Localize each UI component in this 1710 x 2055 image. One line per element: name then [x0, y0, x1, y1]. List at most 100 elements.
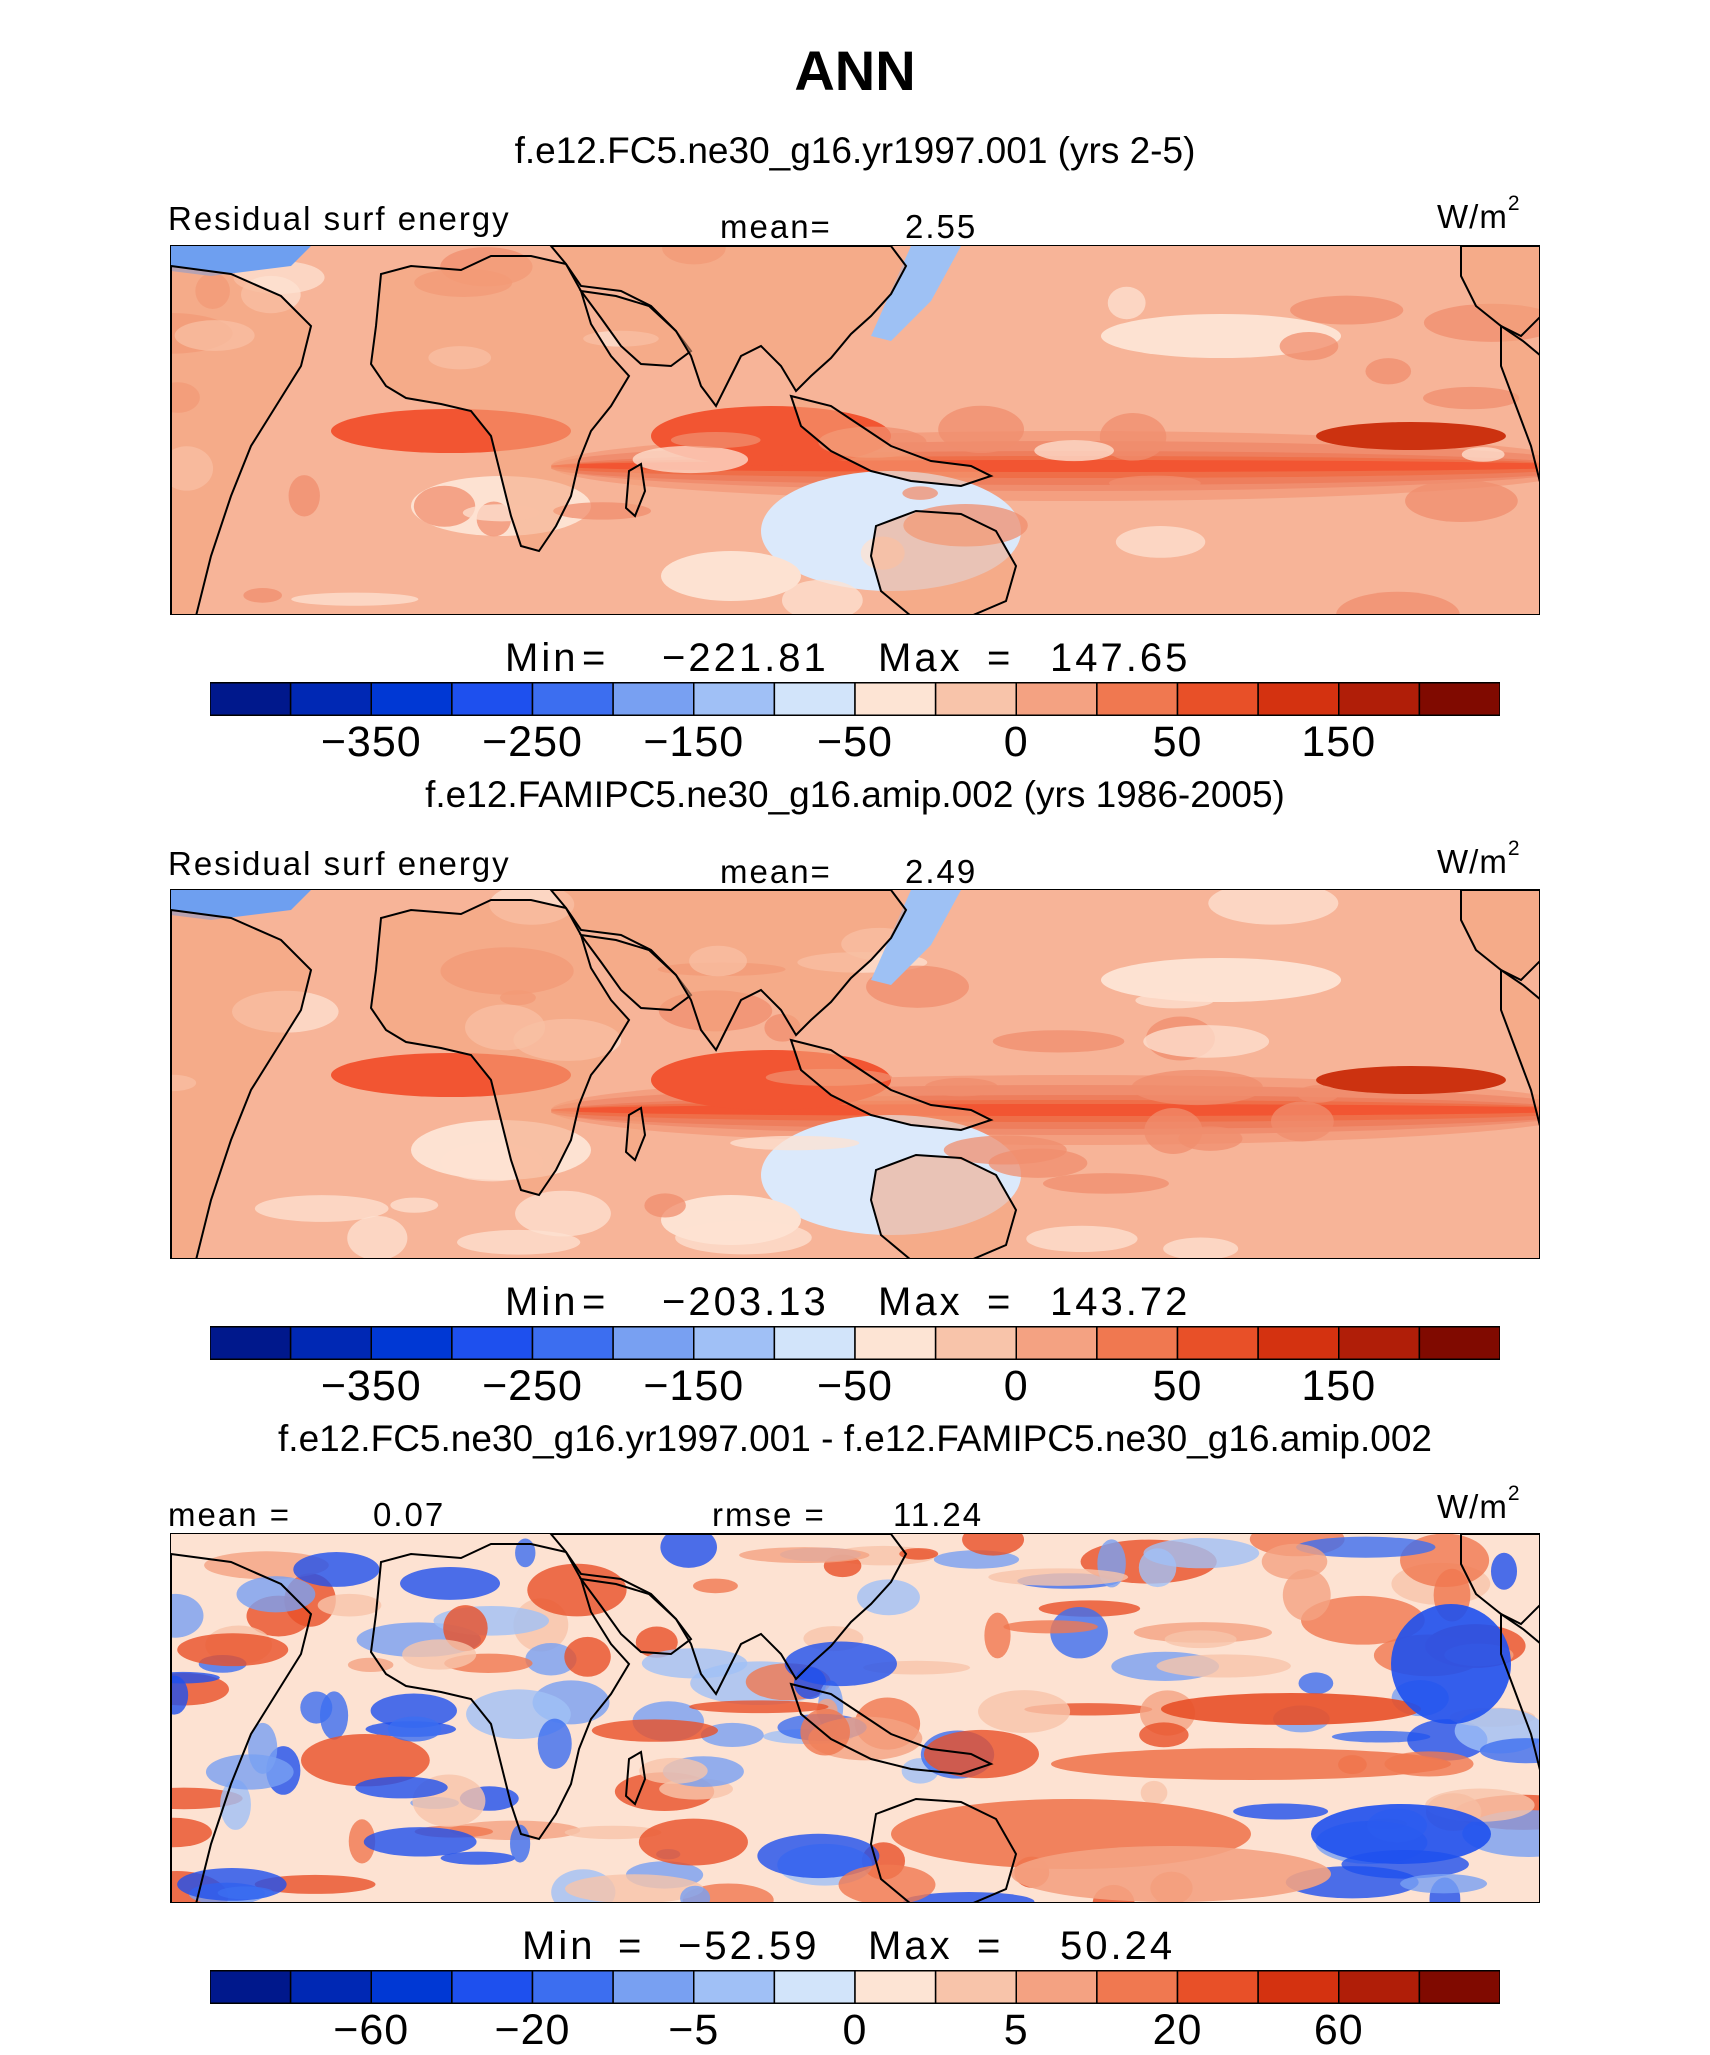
panel1-variable-label: Residual surf energy — [168, 200, 511, 237]
colorbar-swatch — [370, 682, 453, 716]
contour-patch — [171, 1817, 212, 1848]
contour-patch — [1422, 386, 1520, 410]
colorbar-swatch — [1257, 1970, 1340, 2004]
contour-patch — [924, 1077, 999, 1097]
contour-patch — [390, 1197, 439, 1213]
panel2-min-label: Min — [505, 1280, 579, 1324]
contour-patch — [348, 1819, 376, 1864]
contour-patch — [300, 1691, 333, 1724]
colorbar-swatch — [289, 1970, 372, 2004]
coastline-eurasia — [549, 1534, 908, 1696]
contour-patch — [1163, 1237, 1239, 1258]
colorbar-tick-label: −150 — [643, 1362, 745, 1410]
contour-patch — [565, 1874, 704, 1902]
contour-patch — [254, 1874, 376, 1894]
contour-patch — [1311, 1804, 1491, 1864]
panel2-colorbar — [210, 1326, 1500, 1360]
colorbar-swatch — [289, 1326, 372, 1360]
contour-patch — [871, 246, 961, 341]
colorbar-swatch — [612, 1970, 695, 2004]
contour-patch — [1131, 1069, 1263, 1106]
panel1-min-eq: = — [582, 636, 609, 680]
contour-patch — [1115, 526, 1206, 558]
coastline-australia — [869, 509, 1018, 614]
contour-patch — [387, 1716, 442, 1742]
panel1-max-label: Max — [878, 636, 963, 680]
contour-patch — [525, 1643, 577, 1676]
colorbar-swatch — [370, 1326, 453, 1360]
colorbar-swatch — [773, 1970, 856, 2004]
coastline-australia — [869, 1797, 1018, 1902]
contour-patch — [1479, 1738, 1539, 1764]
colorbar-tick-label: −350 — [320, 1362, 422, 1410]
panel1-min-value: −221.81 — [662, 636, 829, 680]
contour-patch — [757, 1833, 880, 1879]
contour-patch — [1300, 1595, 1425, 1645]
contour-patch — [644, 1193, 686, 1218]
contour-patch — [1138, 1548, 1177, 1588]
panel3-rmse-value: 11.24 — [893, 1496, 984, 1533]
contour-patch — [205, 1754, 294, 1790]
coastline-namerica — [1460, 246, 1539, 338]
colorbar-tick-label: −60 — [333, 2006, 410, 2054]
contour-patch — [537, 1718, 572, 1769]
colorbar-swatch — [451, 1970, 534, 2004]
contour-patch — [988, 1568, 1129, 1586]
coastline-sea_asia — [789, 1038, 994, 1132]
panel1-max-value: 147.65 — [1050, 636, 1191, 680]
panel3-min-label: Min — [522, 1924, 596, 1968]
colorbar-swatch — [1176, 1326, 1259, 1360]
colorbar-swatch — [773, 1326, 856, 1360]
panel1-colorbar — [210, 682, 1500, 716]
contour-patch — [1050, 1606, 1108, 1659]
contour-patch — [564, 1636, 611, 1677]
colorbar-tick-label: 0 — [842, 2006, 868, 2054]
colorbar-tick-label: 50 — [1152, 718, 1203, 766]
colorbar-swatch — [854, 1970, 937, 2004]
colorbar-swatch — [531, 1326, 614, 1360]
colorbar-tick-label: −5 — [668, 2006, 720, 2054]
contour-patch — [288, 475, 320, 517]
panel3-rmse-label: rmse = — [712, 1496, 826, 1533]
coastline-camerica — [1500, 968, 1539, 1127]
coastline-australia — [869, 1153, 1018, 1258]
contour-patch — [1051, 1748, 1451, 1780]
contour-patch — [1034, 440, 1114, 462]
contour-patch — [1296, 1536, 1436, 1558]
contour-patch — [1400, 1873, 1488, 1894]
colorbar-swatch — [1176, 682, 1259, 716]
min-blob — [661, 551, 801, 601]
contour-patch — [689, 1700, 829, 1714]
panel1-min-label: Min — [505, 636, 579, 680]
contour-patch — [641, 1648, 748, 1679]
colorbar-tick-label: −350 — [320, 718, 422, 766]
colorbar-swatch — [531, 682, 614, 716]
coastline-sea_asia — [789, 1682, 994, 1776]
contour-patch — [1391, 1604, 1511, 1724]
panel2-mean-value: 2.49 — [905, 853, 978, 890]
contour-patch — [564, 1825, 662, 1840]
panel2-max-label: Max — [878, 1280, 963, 1324]
colorbar-swatch — [934, 682, 1017, 716]
contour-patch — [670, 432, 761, 449]
coastline-madagascar — [624, 1106, 647, 1162]
contour-patch — [638, 1818, 748, 1866]
contour-patch — [293, 1552, 380, 1587]
contour-patch — [871, 890, 961, 985]
contour-patch — [902, 486, 938, 500]
contour-patch — [317, 1593, 382, 1617]
colorbar-tick-label: −250 — [482, 718, 583, 766]
contour-patch — [363, 1827, 477, 1857]
colorbar-swatch — [210, 1970, 292, 2004]
max-blob — [1316, 422, 1506, 450]
contour-patch — [177, 1633, 289, 1667]
contour-patch — [217, 1886, 274, 1900]
contour-patch — [1164, 1630, 1237, 1649]
panel1-max-eq: = — [987, 636, 1014, 680]
contour-patch — [1261, 1543, 1328, 1580]
coastline-madagascar — [624, 462, 647, 518]
colorbar-swatch — [370, 1970, 453, 2004]
contour-patch — [1405, 479, 1518, 523]
coastline-namerica — [1460, 1534, 1539, 1626]
colorbar-swatch — [1257, 1326, 1340, 1360]
